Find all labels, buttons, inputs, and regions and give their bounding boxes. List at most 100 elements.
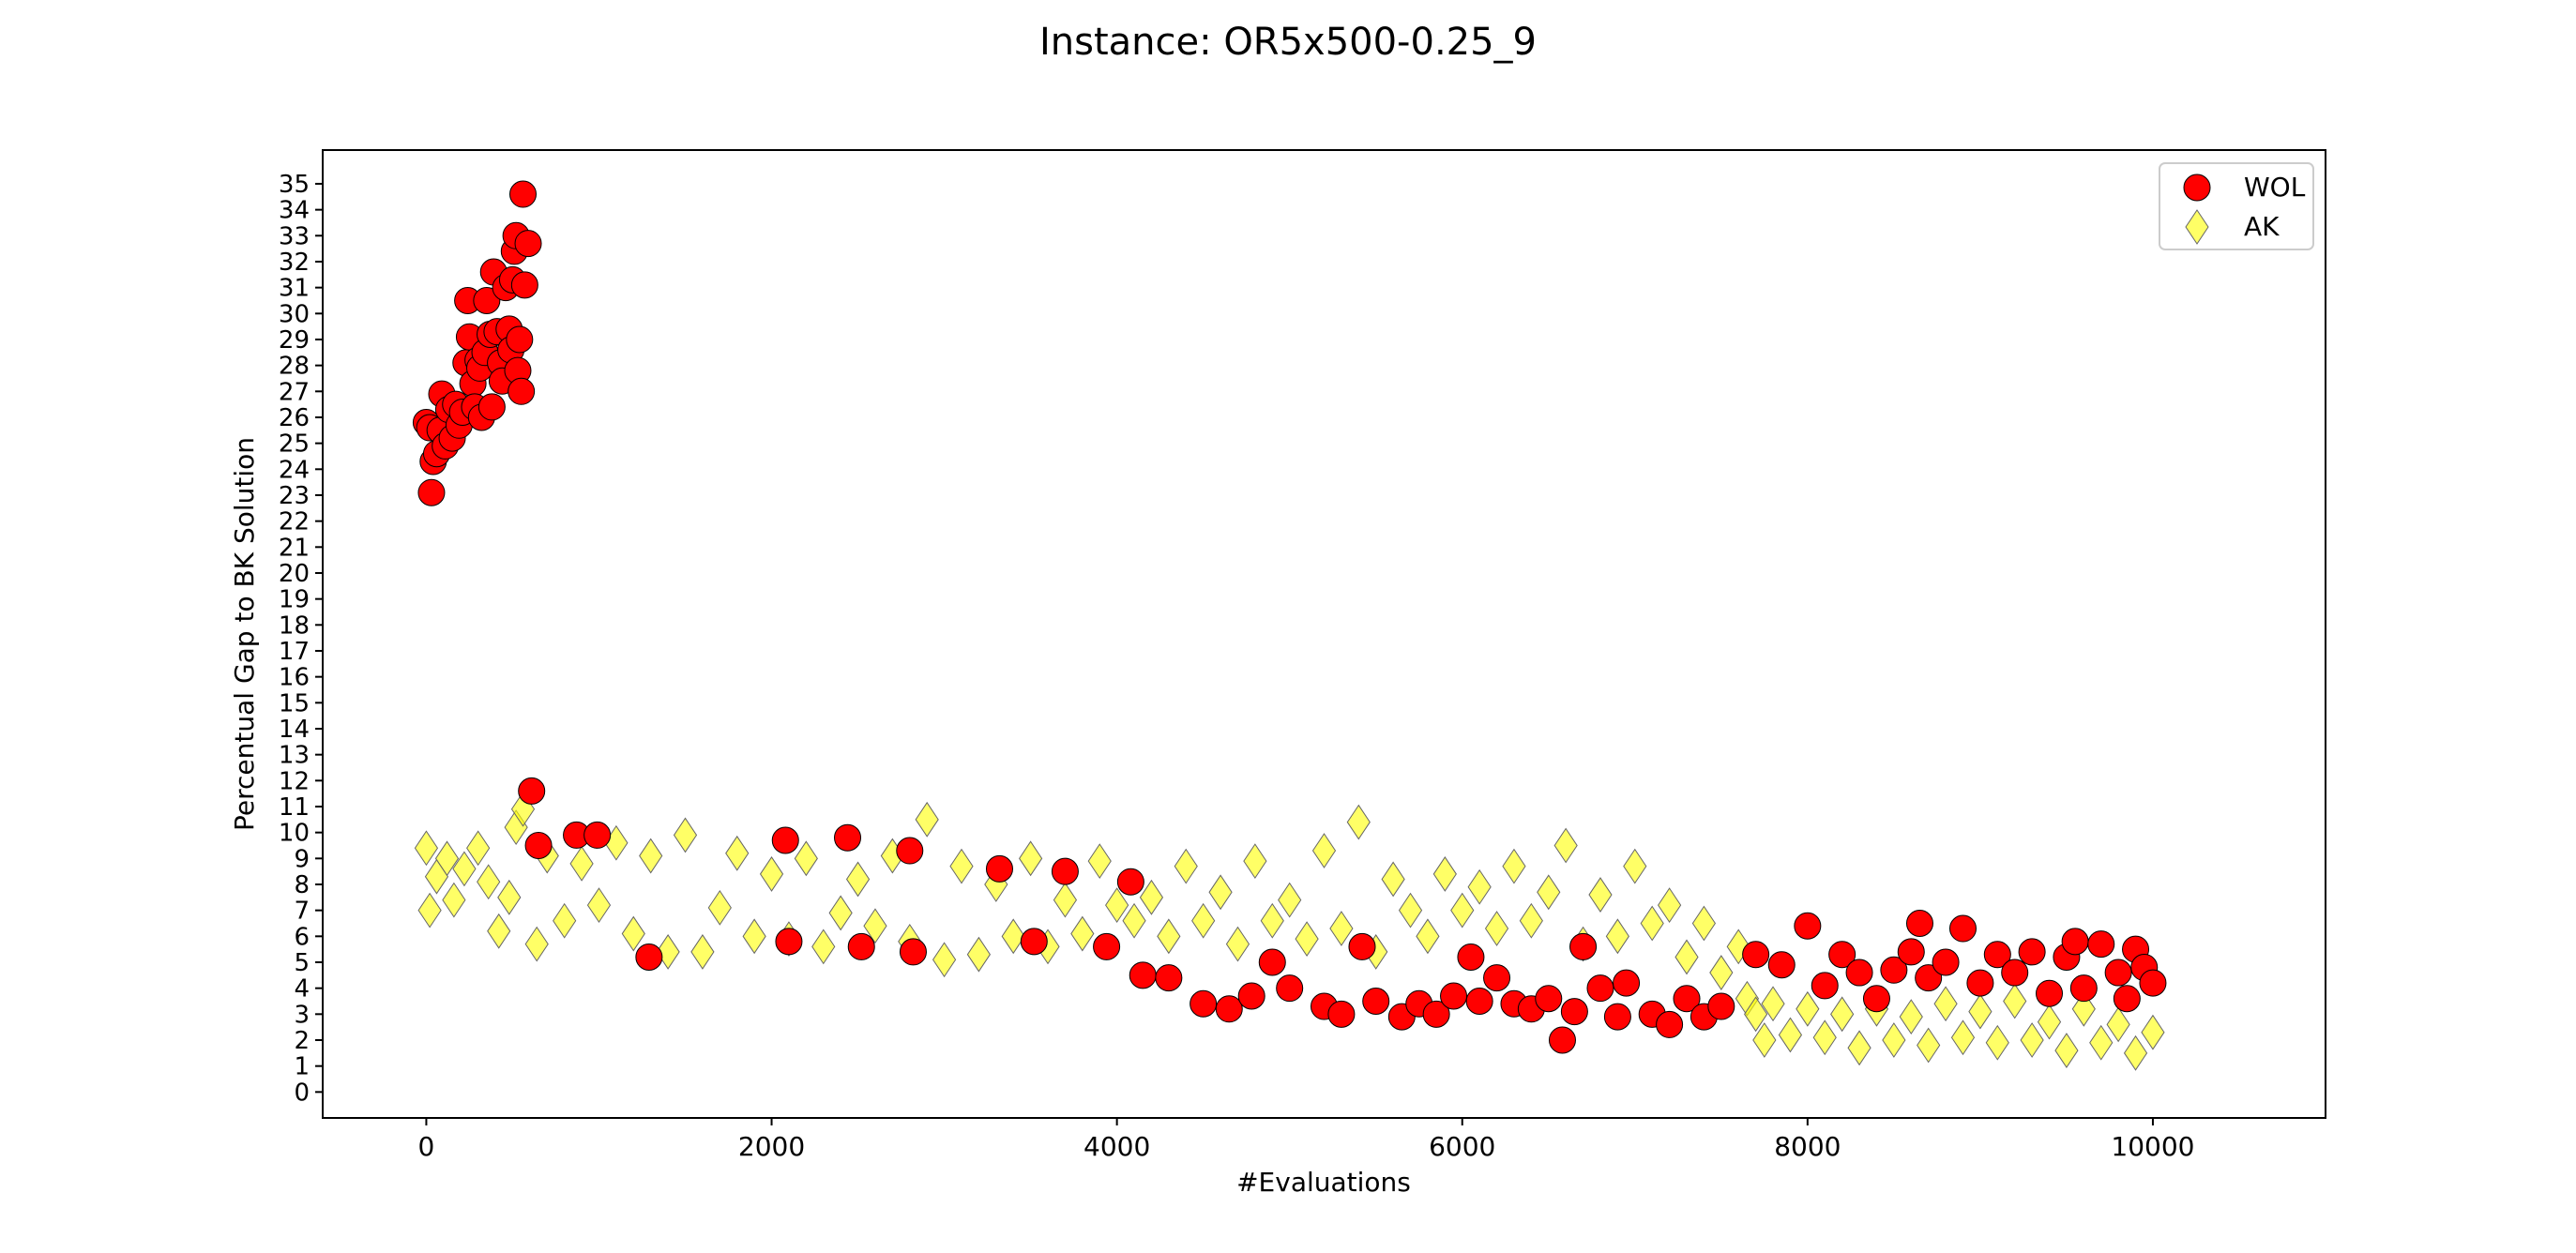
x-axis-ticks: 0 2000 4000 6000 8000 10000	[418, 1118, 2194, 1162]
legend-label-ak: AK	[2244, 211, 2280, 242]
wol-point	[1656, 1010, 1684, 1038]
wol-point	[1569, 932, 1598, 960]
ak-point	[1346, 804, 1371, 840]
ak-point	[811, 928, 836, 965]
y-tick-label: 1	[294, 1053, 310, 1081]
ak-point	[1311, 833, 1337, 868]
ak-point	[2037, 1004, 2062, 1040]
y-tick-label: 11	[279, 793, 310, 822]
wol-point	[834, 823, 862, 852]
y-tick-label: 0	[294, 1079, 310, 1107]
ak-point	[1157, 918, 1181, 955]
ak-point	[1605, 918, 1629, 955]
wol-point	[775, 928, 803, 956]
ak-point	[1674, 939, 1699, 975]
wol-point	[1129, 961, 1157, 989]
ak-point	[1416, 918, 1440, 955]
ak-point	[2089, 1024, 2114, 1061]
wol-point	[2036, 979, 2064, 1007]
ak-point	[1087, 843, 1112, 879]
wol-point	[506, 325, 534, 354]
wol-point	[473, 286, 501, 314]
wol-point	[1483, 964, 1511, 992]
y-tick-label: 4	[294, 975, 310, 1004]
wol-point	[2069, 974, 2098, 1003]
x-tick-label: 6000	[1429, 1131, 1495, 1162]
ak-point	[1019, 840, 1043, 877]
wol-point	[583, 821, 612, 849]
ak-point	[2020, 1022, 2044, 1058]
ak-point	[949, 848, 974, 884]
ak-point	[1122, 902, 1146, 939]
x-tick-label: 2000	[738, 1131, 805, 1162]
ak-point	[434, 840, 460, 877]
y-tick-label: 7	[294, 898, 310, 926]
ak-point	[742, 918, 766, 955]
ak-point	[1588, 877, 1613, 913]
wol-point	[1440, 982, 1468, 1010]
ak-point	[1174, 848, 1198, 884]
wol-point	[1742, 941, 1770, 969]
ak-point	[2054, 1033, 2079, 1068]
y-tick-label: 10	[279, 820, 310, 848]
ak-point	[1070, 915, 1095, 952]
ak-point	[639, 838, 663, 874]
ak-point	[2106, 1006, 2130, 1043]
x-axis-label: #Evaluations	[1236, 1167, 1411, 1198]
ak-point	[1450, 892, 1475, 928]
wol-point	[1966, 969, 1994, 997]
y-tick-label: 17	[279, 638, 310, 666]
y-tick-label: 19	[279, 586, 310, 614]
ak-point	[1553, 827, 1578, 864]
y-tick-label: 18	[279, 611, 310, 640]
plot-area-frame	[322, 149, 2326, 1119]
x-tick-label: 0	[418, 1131, 435, 1162]
ak-point	[1484, 911, 1509, 946]
y-tick-label: 3	[294, 1001, 310, 1029]
y-tick-label: 32	[279, 249, 310, 277]
wol-point	[508, 377, 536, 405]
wol-point	[1948, 914, 1977, 943]
y-tick-label: 25	[279, 430, 310, 459]
y-tick-label: 8	[294, 871, 310, 899]
ak-point	[1830, 996, 1855, 1033]
wol-point	[1051, 857, 1079, 885]
y-tick-label: 13	[279, 742, 310, 770]
ak-point	[759, 856, 784, 892]
ak-point	[1812, 1019, 1837, 1056]
ak-point	[915, 801, 939, 838]
ak-point	[690, 934, 715, 970]
ak-point	[1537, 874, 1561, 911]
y-tick-label: 2	[294, 1027, 310, 1055]
legend-label-wol: WOL	[2244, 172, 2306, 203]
wol-point	[1276, 974, 1304, 1003]
x-tick-label: 4000	[1083, 1131, 1150, 1162]
wol-point	[1465, 987, 1493, 1015]
ak-point	[673, 817, 698, 853]
wol-point	[1613, 969, 1641, 997]
wol-point	[1811, 972, 1839, 1000]
y-tick-label: 6	[294, 923, 310, 951]
wol-point	[1586, 974, 1614, 1003]
wol-point	[1794, 912, 1822, 940]
ak-point	[1761, 986, 1785, 1022]
ak-point	[1053, 882, 1078, 918]
ak-point	[1278, 882, 1302, 918]
y-tick-label: 21	[279, 534, 310, 562]
wol-point	[771, 826, 799, 854]
ak-point	[1752, 1022, 1777, 1058]
wol-point	[2018, 938, 2046, 966]
ak-point	[1985, 1024, 2009, 1061]
wol-point	[1215, 995, 1243, 1023]
wol-point	[1362, 987, 1390, 1015]
y-tick-label: 29	[279, 326, 310, 355]
ak-point	[1208, 874, 1233, 911]
ak-point	[1933, 986, 1958, 1022]
wol-point	[1258, 948, 1286, 976]
wol-point	[510, 271, 538, 299]
chart-title: Instance: OR5x500-0.25_9	[1039, 21, 1537, 64]
ak-point	[1519, 902, 1543, 939]
y-tick-label: 12	[279, 767, 310, 795]
ak-point	[2003, 983, 2027, 1019]
ak-point	[828, 895, 853, 931]
